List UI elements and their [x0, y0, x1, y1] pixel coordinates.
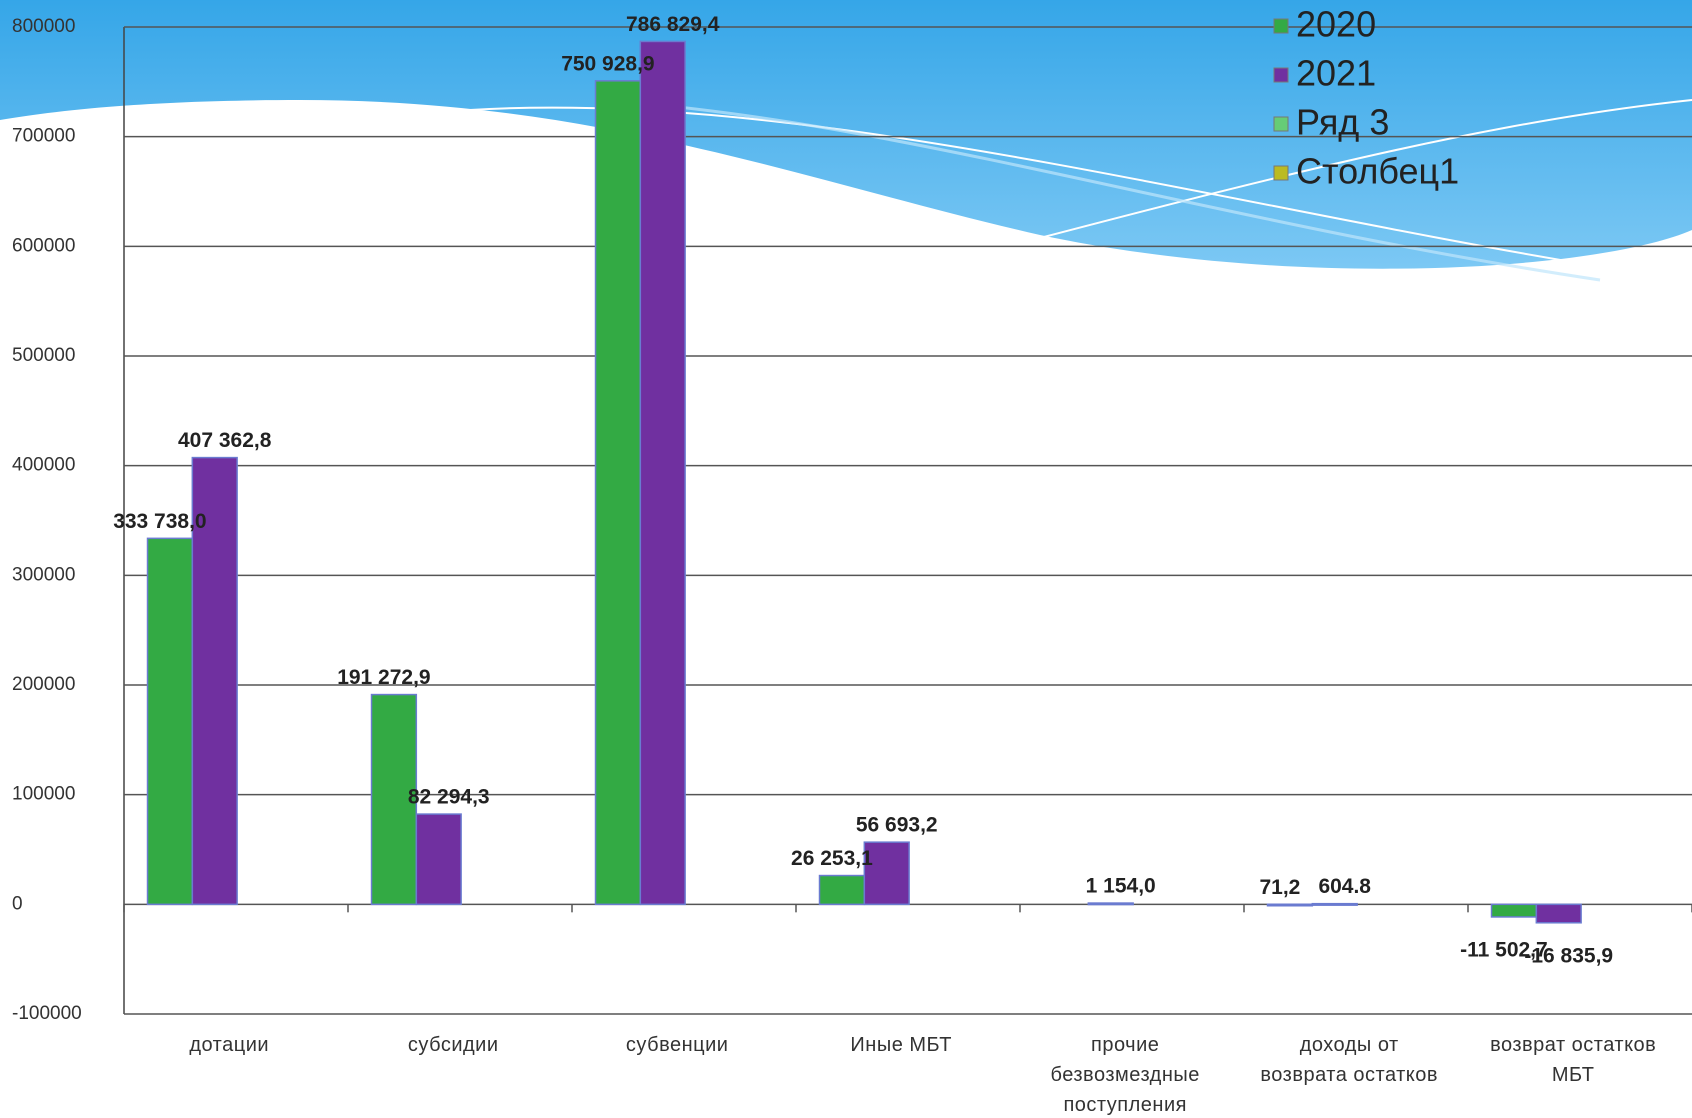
value-label: 71,2 [1259, 876, 1300, 899]
value-label: 786 829,4 [626, 13, 720, 36]
value-label: -16 835,9 [1524, 944, 1613, 967]
legend-label: Ряд 3 [1296, 102, 1389, 143]
legend-swatch [1273, 67, 1289, 83]
bar [1087, 902, 1134, 906]
y-tick-label: 100000 [12, 784, 75, 805]
legend-label: 2020 [1296, 4, 1376, 45]
value-label: -11 502,7 [1460, 938, 1548, 961]
value-label: 1 154,0 [1086, 875, 1156, 898]
value-label: 333 738,0 [113, 510, 206, 533]
bar [1311, 902, 1358, 906]
bar [1535, 903, 1582, 924]
bar [1490, 903, 1538, 918]
y-tick-label: 800000 [12, 16, 75, 37]
legend-label: Столбец1 [1296, 151, 1459, 192]
y-tick-label: 500000 [12, 345, 75, 366]
legend-label: 2021 [1296, 53, 1376, 94]
x-tick-label: прочие безвозмездные поступления [1050, 1034, 1200, 1116]
bar [370, 693, 418, 906]
legend-swatch [1273, 116, 1289, 132]
background-wave [0, 0, 1692, 282]
bar [146, 537, 194, 906]
y-tick-label: 700000 [12, 126, 75, 147]
bar [415, 813, 462, 906]
y-tick-label: 600000 [12, 235, 75, 256]
y-tick-label: 300000 [12, 564, 75, 585]
bar [191, 456, 238, 906]
x-tick-label: Иные МБТ [850, 1034, 952, 1056]
value-label: 56 693,2 [856, 814, 938, 837]
bar [639, 40, 686, 906]
legend-swatch [1273, 165, 1289, 181]
bar [863, 841, 910, 906]
value-label: 82 294,3 [408, 786, 490, 809]
value-label: 750 928,9 [561, 52, 654, 75]
x-tick-label: субвенции [625, 1034, 729, 1056]
bar [1266, 903, 1314, 907]
x-tick-label: возврат остатков МБТ [1490, 1034, 1657, 1086]
value-label: 191 272,9 [337, 666, 430, 689]
bar [818, 874, 866, 906]
value-label: 26 253,1 [791, 847, 873, 870]
y-tick-label: 400000 [12, 455, 75, 476]
legend-swatch [1273, 18, 1289, 34]
x-tick-label: доходы от возврата остатков [1260, 1034, 1439, 1086]
value-label: 407 362,8 [178, 429, 272, 452]
x-tick-label: дотации [189, 1034, 270, 1056]
y-tick-label: 200000 [12, 674, 75, 695]
y-tick-label: 0 [12, 893, 23, 914]
x-tick-label: субсидии [407, 1034, 499, 1056]
y-tick-label: -100000 [12, 1003, 82, 1024]
bar [594, 80, 642, 906]
bars [146, 40, 1582, 924]
value-label: 604.8 [1318, 875, 1371, 898]
